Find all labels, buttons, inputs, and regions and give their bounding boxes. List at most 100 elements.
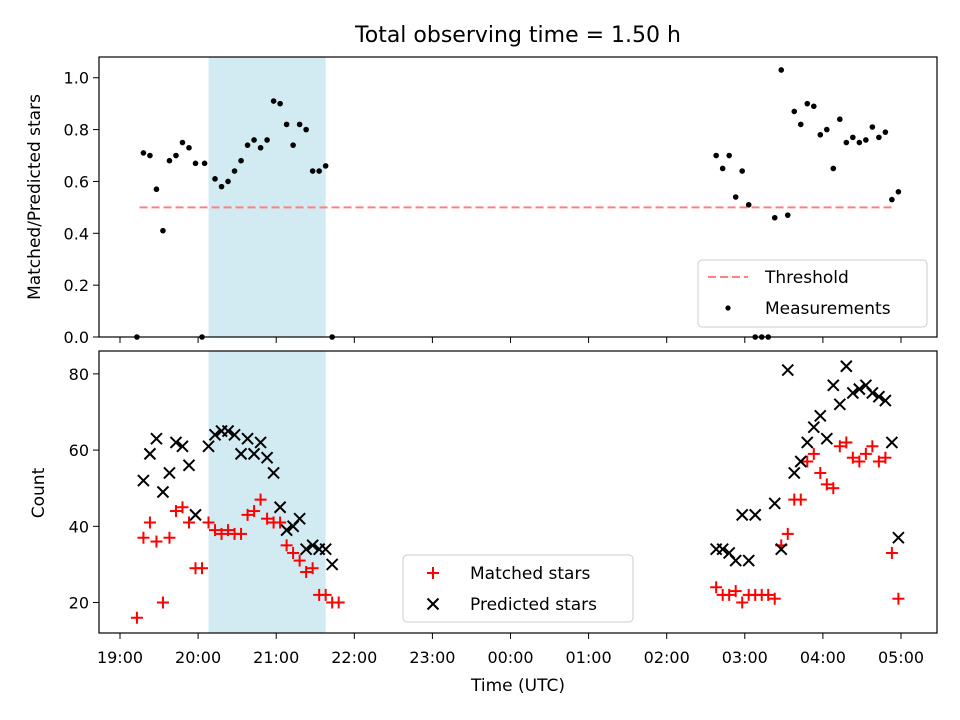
matched-stars-point [781,527,794,540]
predicted-stars-point [833,398,847,411]
matched-stars-point [274,516,287,529]
predicted-stars-point [879,394,892,407]
matched-stars-point [163,531,176,544]
y-tick-label: 0.2 [64,276,89,295]
chart-title: Total observing time = 1.50 h [354,23,681,48]
measurement-point [863,137,869,143]
predicted-stars-point [872,390,886,403]
matched-stars-point [280,539,293,552]
matched-stars-point [833,440,846,453]
measurement-point [817,131,824,138]
bottom-ylabel: Count [29,467,49,518]
measurement-point [322,163,329,169]
top-legend-box [697,259,928,328]
matched-stars-point [794,493,807,506]
predicted-stars-point [260,451,274,464]
measurement-point [166,157,173,164]
predicted-stars-point [775,542,788,556]
x-tick-label: 19:00 [97,648,143,667]
measurement-point [791,108,798,115]
predicted-stars-point [319,542,332,556]
predicted-stars-point [267,466,280,480]
measurement-point [212,176,218,182]
matched-stars-point [143,516,156,529]
predicted-stars-point [189,508,202,522]
matched-stars-point [254,493,267,506]
measurement-point [231,168,238,174]
measurement-point [784,212,791,218]
predicted-stars-point [137,474,150,487]
predicted-stars-point [221,424,235,438]
predicted-stars-point [150,432,163,445]
measurement-point [303,126,309,133]
predicted-stars-point [735,508,749,522]
predicted-stars-point [202,440,215,453]
matched-stars-point [130,611,143,624]
matched-stars-point [169,505,182,518]
legend-measurements-label: Measurements [765,299,891,319]
measurement-point [837,116,843,123]
matched-stars-point [332,596,345,609]
measurement-point [283,121,290,128]
matched-stars-point [202,516,215,529]
predicted-stars-point [885,436,899,449]
top-ylabel: Matched/Predicted stars [25,94,45,300]
matched-stars-point [736,596,749,609]
y-tick-label: 60 [69,441,89,460]
ratio-panel: 0.0 0.2 0.4 0.6 0.8 1.0 [64,56,938,347]
x-tick-label: 02:00 [644,648,690,667]
predicted-stars-point [794,455,807,468]
predicted-stars-point [280,523,293,537]
predicted-stars-point [293,512,306,525]
predicted-stars-point [169,436,183,449]
matched-stars-point [241,508,254,521]
legend-predicted-swatch [426,597,440,611]
x-tick-label: 01:00 [566,648,612,667]
predicted-stars-point [716,542,729,556]
measurement-point [140,150,147,156]
measurement-point [824,126,830,133]
measurement-point [739,168,745,174]
measurement-point [296,121,303,128]
predicted-stars-point [840,360,853,373]
matched-stars-point [859,447,872,460]
matched-stars-point [287,546,300,559]
predicted-stars-point [228,428,241,442]
matched-stars-point [235,527,248,540]
matched-stars-point [872,455,885,468]
y-tick-label: 0.6 [64,172,89,191]
predicted-stars-point [892,531,905,544]
matched-stars-point [306,562,319,575]
predicted-stars-point [156,485,170,499]
matched-stars-point [853,455,866,468]
measurement-point [843,139,850,146]
count-panel: 20 40 60 80 19:00 20:00 21:00 22:00 23:00 00:00 01… [69,350,938,667]
matched-stars-point [846,451,859,464]
measurement-point [316,168,322,174]
top-legend: Threshold Measurements [697,259,928,328]
measurement-point [244,142,251,148]
measurement-point [850,134,856,141]
matched-stars-point [196,562,209,575]
measurement-point [147,152,153,159]
measurement-point [225,178,231,185]
predicted-stars-point [306,539,319,552]
predicted-stars-point [820,432,834,445]
measurement-point [277,100,283,107]
y-tick-label: 0.8 [64,121,89,140]
predicted-stars-point [781,363,794,377]
bottom-legend: Matched stars Predicted stars [402,554,634,623]
measurement-point [186,144,192,151]
axes-frame [98,56,938,338]
bottom-legend-box [402,554,634,623]
measurement-point [745,201,752,208]
measurement-point [270,98,277,104]
matched-stars-point [729,585,742,598]
observing-window-band [208,351,326,633]
predicted-stars-point [254,436,267,449]
axes-frame [98,350,938,634]
measurement-point [830,165,837,172]
predicted-stars-point [866,386,879,400]
measurement-point [179,139,186,146]
